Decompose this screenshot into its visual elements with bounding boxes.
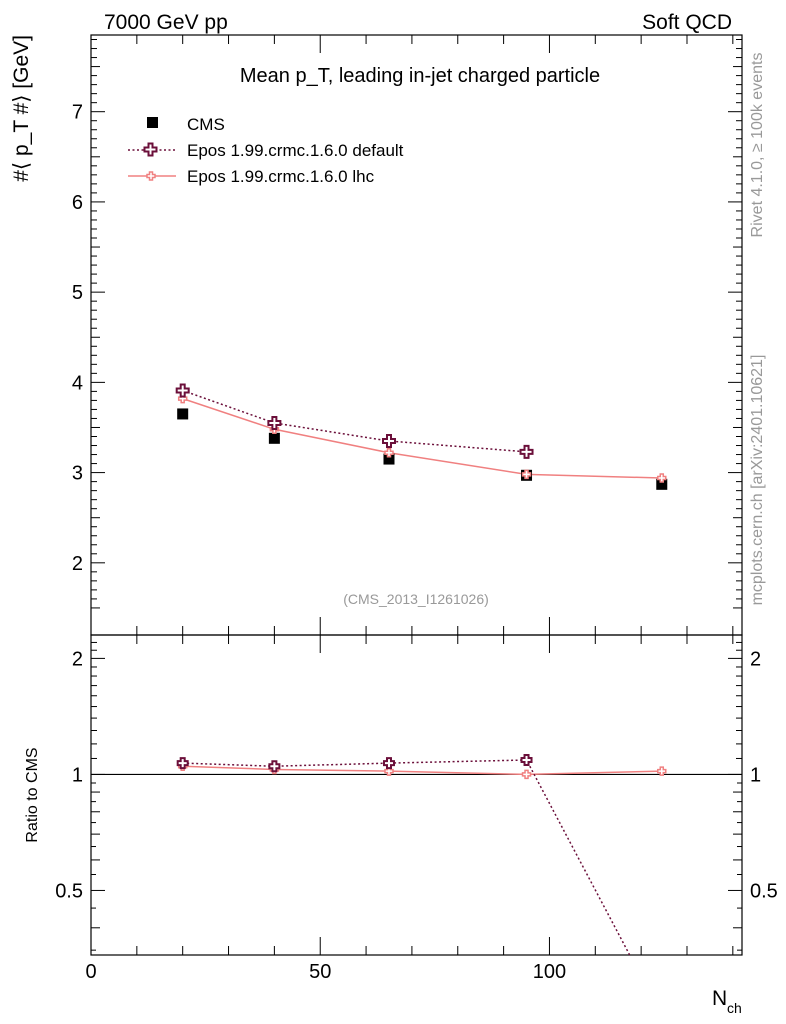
main-y-ticks: 2 3 4 5 6 7 bbox=[72, 39, 742, 609]
ratio-default-point bbox=[382, 757, 395, 770]
cms-point bbox=[268, 432, 280, 444]
ratio-x-ticks: 0 50 100 bbox=[85, 635, 734, 983]
ratio-line-lhc bbox=[182, 765, 662, 776]
legend-label-cms: CMS bbox=[187, 115, 225, 134]
ratio-y-tick-label-right: 2 bbox=[750, 648, 761, 670]
ratio-line-default bbox=[182, 759, 631, 956]
ratio-lhc-point bbox=[384, 766, 394, 776]
default-point bbox=[175, 383, 190, 398]
legend-marker-cms bbox=[147, 117, 158, 128]
ratio-x-tick-label: 0 bbox=[85, 961, 96, 983]
line-lhc bbox=[182, 397, 662, 479]
main-title: Mean p_T, leading in-jet charged particl… bbox=[240, 65, 600, 87]
rivet-label: Rivet 4.1.0, ≥ 100k events bbox=[749, 53, 766, 238]
default-point bbox=[381, 434, 396, 449]
main-series bbox=[175, 383, 668, 490]
lhc-point bbox=[384, 447, 394, 458]
ratio-plot-frame bbox=[90, 634, 743, 956]
ratio-default-point bbox=[176, 757, 189, 770]
main-y-axis-label: #⟨ p_T #⟩ [GeV] bbox=[10, 35, 33, 182]
ratio-x-tick-label: 100 bbox=[533, 961, 566, 983]
mcplots-label: mcplots.cern.ch [arXiv:2401.10621] bbox=[749, 355, 766, 606]
main-y-tick-label: 3 bbox=[72, 463, 83, 485]
x-axis-label-sub: ch bbox=[727, 1000, 742, 1016]
default-point bbox=[519, 444, 534, 459]
ratio-series bbox=[176, 753, 667, 956]
header-left: 7000 GeV pp bbox=[104, 11, 228, 34]
lhc-point bbox=[521, 469, 532, 480]
ratio-default-point bbox=[268, 760, 281, 773]
ratio-y-tick-label-right: 0.5 bbox=[750, 880, 778, 902]
main-x-ticks bbox=[90, 35, 734, 635]
ratio-default-point bbox=[520, 753, 533, 766]
main-y-tick-label: 6 bbox=[72, 192, 83, 214]
x-axis-label-main: N bbox=[712, 987, 727, 1010]
legend-marker-lhc bbox=[146, 171, 156, 181]
main-y-tick-label: 7 bbox=[72, 102, 83, 124]
ratio-lhc-point bbox=[657, 766, 667, 776]
main-y-tick-label: 4 bbox=[72, 372, 83, 394]
default-point bbox=[267, 415, 282, 430]
cms-point bbox=[177, 408, 189, 420]
ratio-y-ticks: 0.5 0.5 1 1 2 2 bbox=[55, 641, 778, 951]
ratio-panel: Ratio to CMS N ch 0.5 0.5 1 1 2 2 0 50 100 bbox=[24, 634, 778, 1016]
legend-label-lhc: Epos 1.99.crmc.1.6.0 lhc bbox=[187, 167, 375, 186]
ratio-y-tick-label: 1 bbox=[72, 764, 83, 786]
cms-point bbox=[656, 478, 668, 490]
ratio-y-tick-label: 2 bbox=[72, 648, 83, 670]
ratio-y-tick-label: 0.5 bbox=[55, 880, 83, 902]
ratio-lhc-point bbox=[521, 769, 532, 780]
legend: CMS Epos 1.99.crmc.1.6.0 default Epos 1.… bbox=[128, 115, 404, 186]
ratio-y-axis-label: Ratio to CMS bbox=[24, 747, 41, 842]
main-panel: Mean p_T, leading in-jet charged particl… bbox=[10, 34, 743, 636]
cms-point bbox=[383, 453, 395, 465]
ratio-y-tick-label-right: 1 bbox=[750, 764, 761, 786]
legend-label-default: Epos 1.99.crmc.1.6.0 default bbox=[187, 141, 404, 160]
ratio-x-tick-label: 50 bbox=[309, 961, 331, 983]
main-y-tick-label: 2 bbox=[72, 553, 83, 575]
analysis-tag: (CMS_2013_I1261026) bbox=[343, 591, 489, 607]
line-default bbox=[182, 389, 527, 453]
lhc-point bbox=[657, 473, 667, 483]
header-right: Soft QCD bbox=[642, 11, 732, 34]
legend-marker-default bbox=[143, 142, 158, 157]
main-y-tick-label: 5 bbox=[72, 282, 83, 304]
